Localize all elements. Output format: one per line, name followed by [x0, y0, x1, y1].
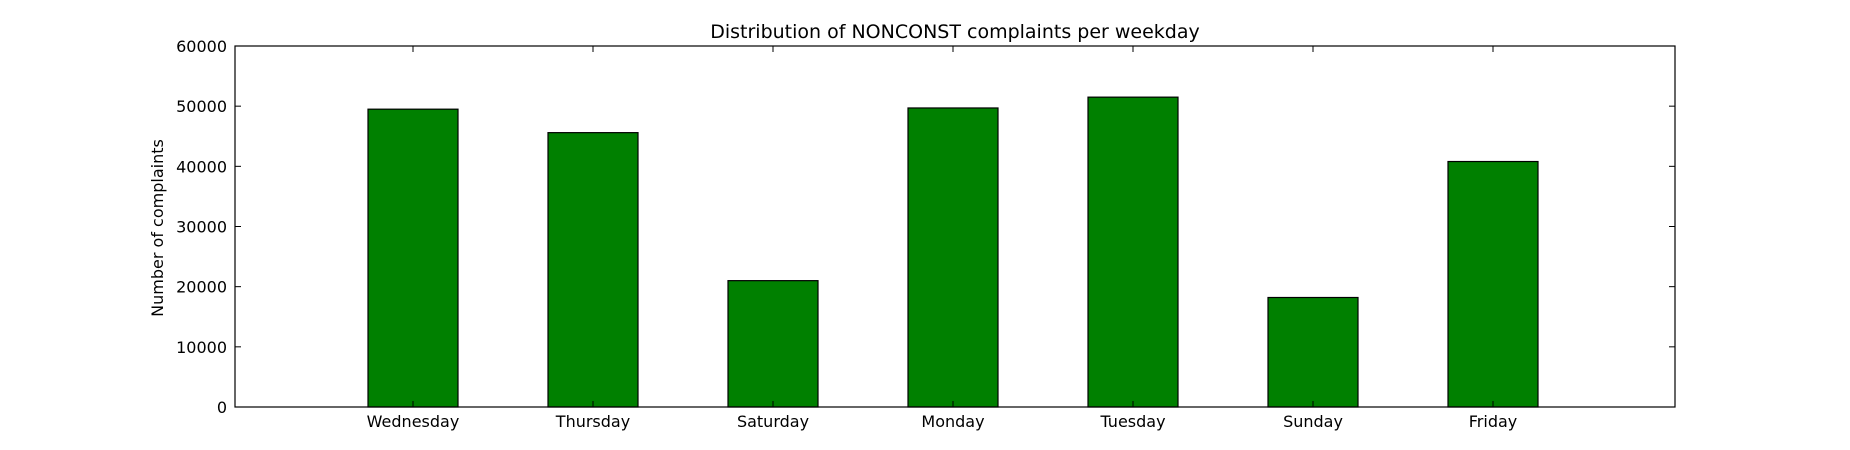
bar-wednesday: [367, 108, 459, 408]
bar-thursday: [547, 132, 639, 408]
x-tick-label: Friday: [1469, 412, 1518, 431]
bar-monday: [907, 107, 999, 408]
bar-saturday: [727, 280, 819, 408]
bar-friday: [1447, 160, 1539, 408]
bar-tuesday: [1087, 96, 1179, 408]
x-tick-label: Tuesday: [1099, 412, 1165, 431]
x-tick-label: Wednesday: [367, 412, 460, 431]
y-tick-label: 50000: [176, 97, 227, 116]
y-tick-label: 30000: [176, 218, 227, 237]
y-tick-label: 40000: [176, 157, 227, 176]
y-axis-label: Number of complaints: [148, 139, 167, 317]
chart-title: Distribution of NONCONST complaints per …: [710, 21, 1200, 43]
bars-group: [367, 96, 1539, 408]
y-tick-label: 0: [217, 398, 227, 417]
y-tick-label: 60000: [176, 37, 227, 56]
x-tick-label: Thursday: [555, 412, 630, 431]
plot-frame: [234, 45, 1676, 408]
x-tick-label: Sunday: [1283, 412, 1343, 431]
x-tick-label: Monday: [921, 412, 984, 431]
x-tick-label: Saturday: [737, 412, 809, 431]
ticks-group: Wednesday Thursday Saturday Monday Tuesday Su…: [176, 37, 1675, 431]
y-tick-label: 10000: [176, 338, 227, 357]
bar-sunday: [1267, 296, 1359, 408]
y-tick-label: 20000: [176, 278, 227, 297]
